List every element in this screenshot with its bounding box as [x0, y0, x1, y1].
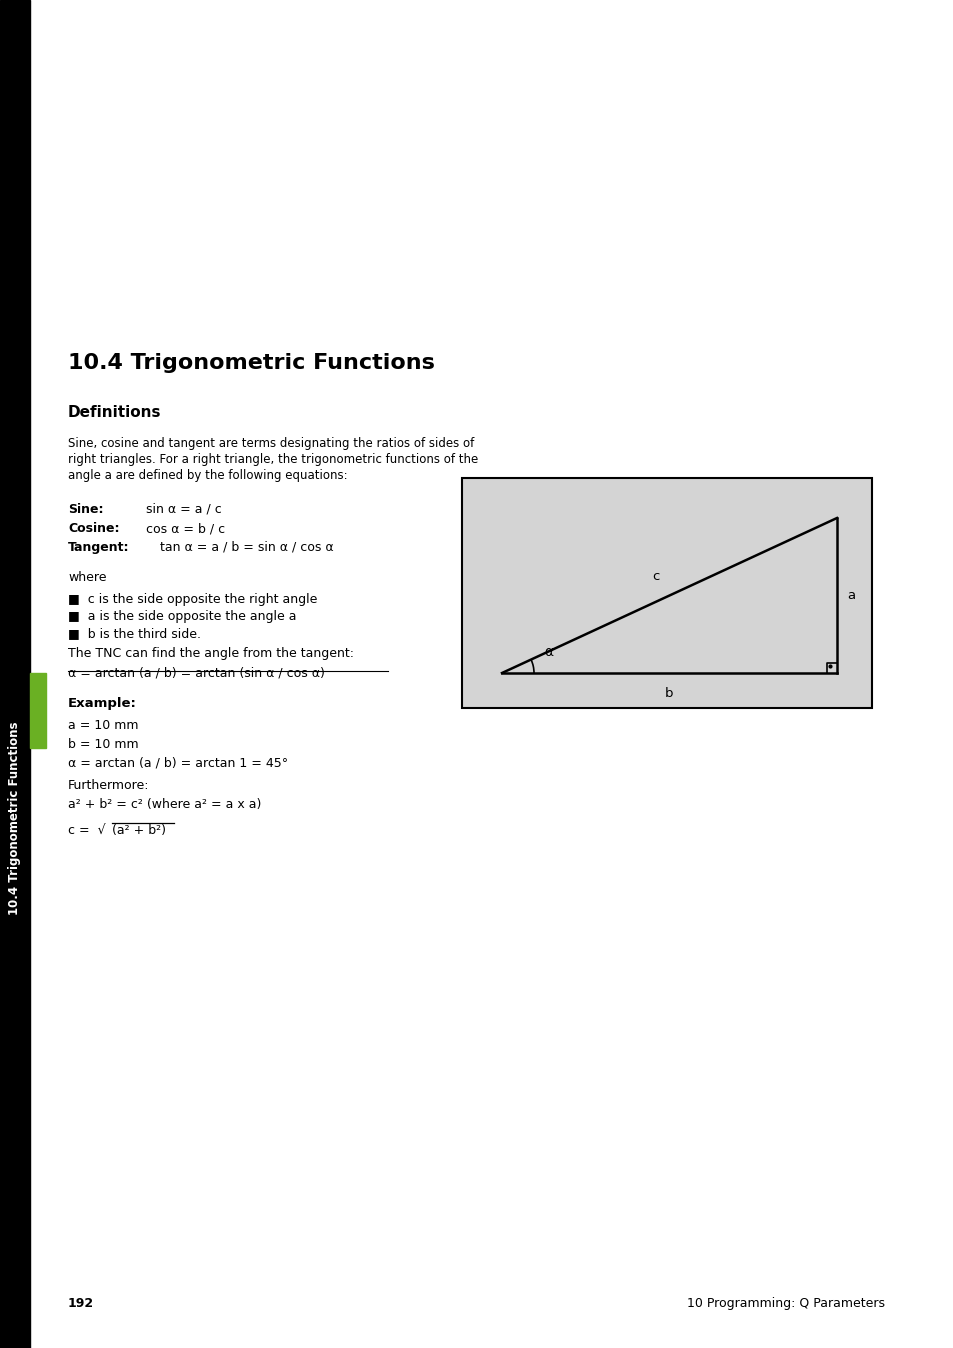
Text: Cosine:: Cosine:: [68, 522, 119, 535]
Text: α: α: [543, 644, 553, 659]
Text: Sine, cosine and tangent are terms designating the ratios of sides of: Sine, cosine and tangent are terms desig…: [68, 437, 474, 450]
Text: b: b: [664, 687, 673, 700]
Text: 10.4 Trigonometric Functions: 10.4 Trigonometric Functions: [68, 353, 435, 373]
Text: angle a are defined by the following equations:: angle a are defined by the following equ…: [68, 469, 347, 483]
Text: ■  b is the third side.: ■ b is the third side.: [68, 627, 201, 640]
Text: Sine:: Sine:: [68, 503, 103, 516]
Text: b = 10 mm: b = 10 mm: [68, 737, 138, 751]
Text: a² + b² = c² (where a² = a x a): a² + b² = c² (where a² = a x a): [68, 798, 261, 811]
Bar: [461, 479, 871, 708]
Text: c =  √: c = √: [68, 824, 106, 837]
Text: α = arctan (a / b) = arctan 1 = 45°: α = arctan (a / b) = arctan 1 = 45°: [68, 758, 288, 770]
Text: Definitions: Definitions: [68, 404, 161, 421]
Text: Example:: Example:: [68, 697, 136, 710]
Text: tan α = a / b = sin α / cos α: tan α = a / b = sin α / cos α: [160, 541, 334, 554]
Text: (a² + b²): (a² + b²): [112, 824, 166, 837]
Text: The TNC can find the angle from the tangent:: The TNC can find the angle from the tang…: [68, 647, 354, 661]
Text: where: where: [68, 572, 107, 584]
Text: ■  a is the side opposite the angle a: ■ a is the side opposite the angle a: [68, 611, 296, 623]
Text: c: c: [652, 570, 659, 584]
Text: 192: 192: [68, 1297, 94, 1310]
Bar: [30, 673, 46, 748]
Text: sin α = a / c: sin α = a / c: [146, 503, 221, 516]
Text: a: a: [846, 589, 854, 603]
Bar: [0, 0, 30, 1348]
Text: Tangent:: Tangent:: [68, 541, 130, 554]
Text: Furthermore:: Furthermore:: [68, 779, 150, 793]
Text: α = arctan (a / b) = arctan (sin α / cos α): α = arctan (a / b) = arctan (sin α / cos…: [68, 667, 325, 679]
Text: 10 Programming: Q Parameters: 10 Programming: Q Parameters: [686, 1297, 884, 1310]
Text: right triangles. For a right triangle, the trigonometric functions of the: right triangles. For a right triangle, t…: [68, 453, 477, 466]
Text: 10.4 Trigonometric Functions: 10.4 Trigonometric Functions: [9, 721, 22, 915]
Text: cos α = b / c: cos α = b / c: [146, 522, 225, 535]
Text: a = 10 mm: a = 10 mm: [68, 718, 138, 732]
Text: ■  c is the side opposite the right angle: ■ c is the side opposite the right angle: [68, 593, 317, 607]
